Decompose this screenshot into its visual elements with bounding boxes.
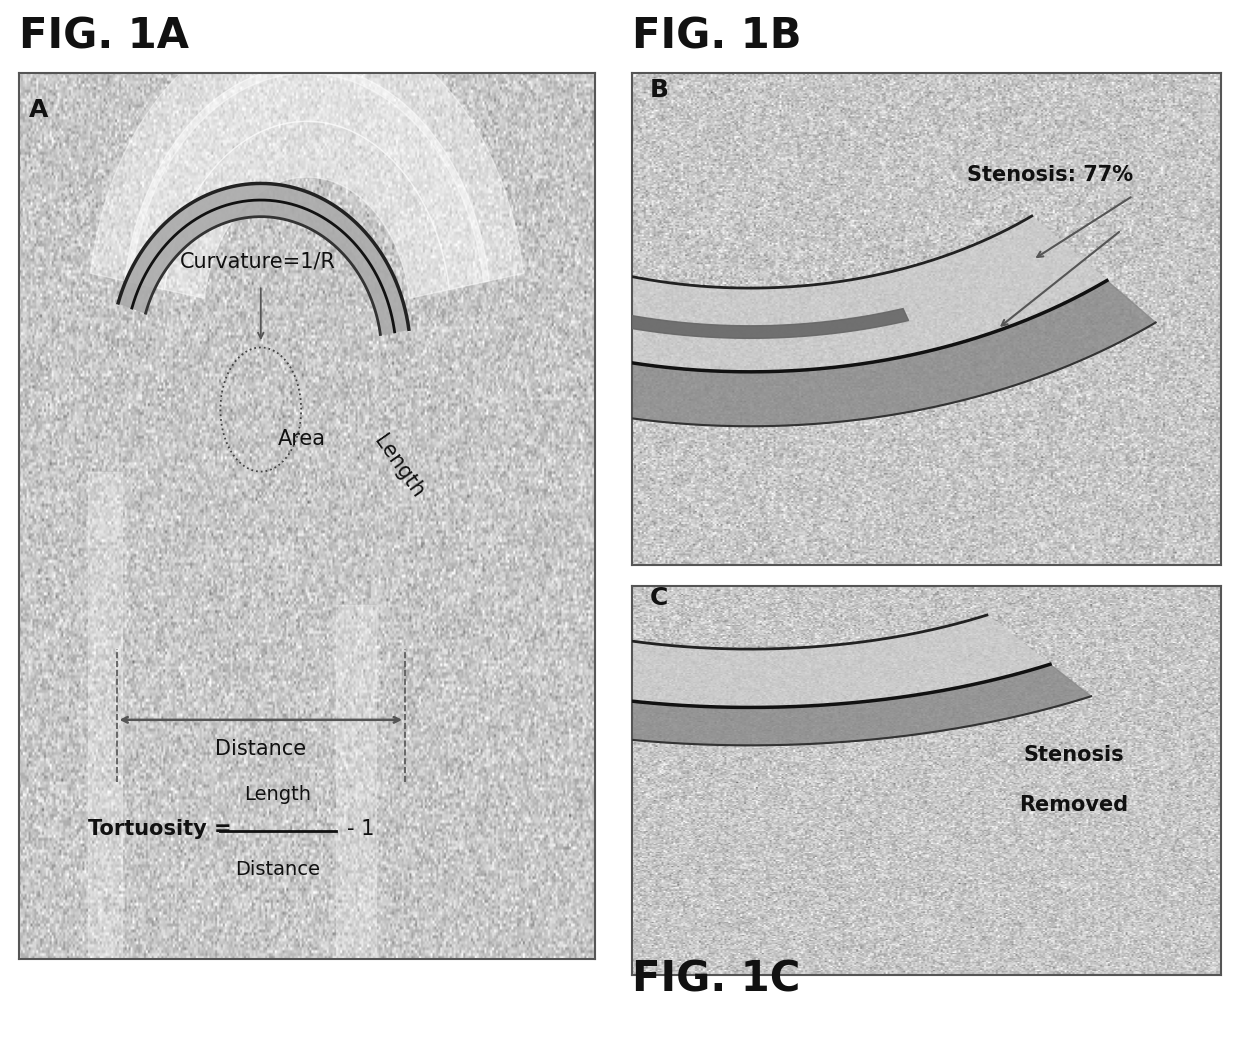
Text: Stenosis: 77%: Stenosis: 77% — [967, 165, 1133, 185]
Text: Curvature=1/R: Curvature=1/R — [180, 252, 336, 272]
Polygon shape — [145, 97, 1156, 426]
Polygon shape — [218, 72, 1107, 372]
Polygon shape — [517, 287, 909, 338]
Text: Stenosis: Stenosis — [1024, 745, 1125, 765]
Polygon shape — [336, 605, 376, 959]
Text: Tortuosity =: Tortuosity = — [88, 819, 238, 839]
Text: FIG. 1C: FIG. 1C — [632, 958, 801, 1001]
Polygon shape — [91, 18, 523, 282]
Polygon shape — [165, 121, 449, 299]
Text: FIG. 1A: FIG. 1A — [19, 15, 188, 57]
Text: Distance: Distance — [216, 739, 306, 759]
Text: - 1: - 1 — [347, 819, 374, 839]
Text: Distance: Distance — [236, 860, 321, 879]
Polygon shape — [145, 516, 1091, 746]
Text: B: B — [650, 78, 670, 103]
Text: Area: Area — [278, 429, 326, 449]
Text: C: C — [650, 586, 668, 611]
Text: Removed: Removed — [1019, 795, 1128, 815]
Text: A: A — [29, 97, 48, 122]
Text: FIG. 1B: FIG. 1B — [632, 15, 802, 57]
Polygon shape — [218, 498, 1050, 707]
Polygon shape — [88, 472, 123, 959]
Polygon shape — [125, 65, 489, 289]
Text: Length: Length — [244, 785, 311, 804]
Polygon shape — [118, 184, 409, 335]
Text: Length: Length — [371, 432, 428, 502]
